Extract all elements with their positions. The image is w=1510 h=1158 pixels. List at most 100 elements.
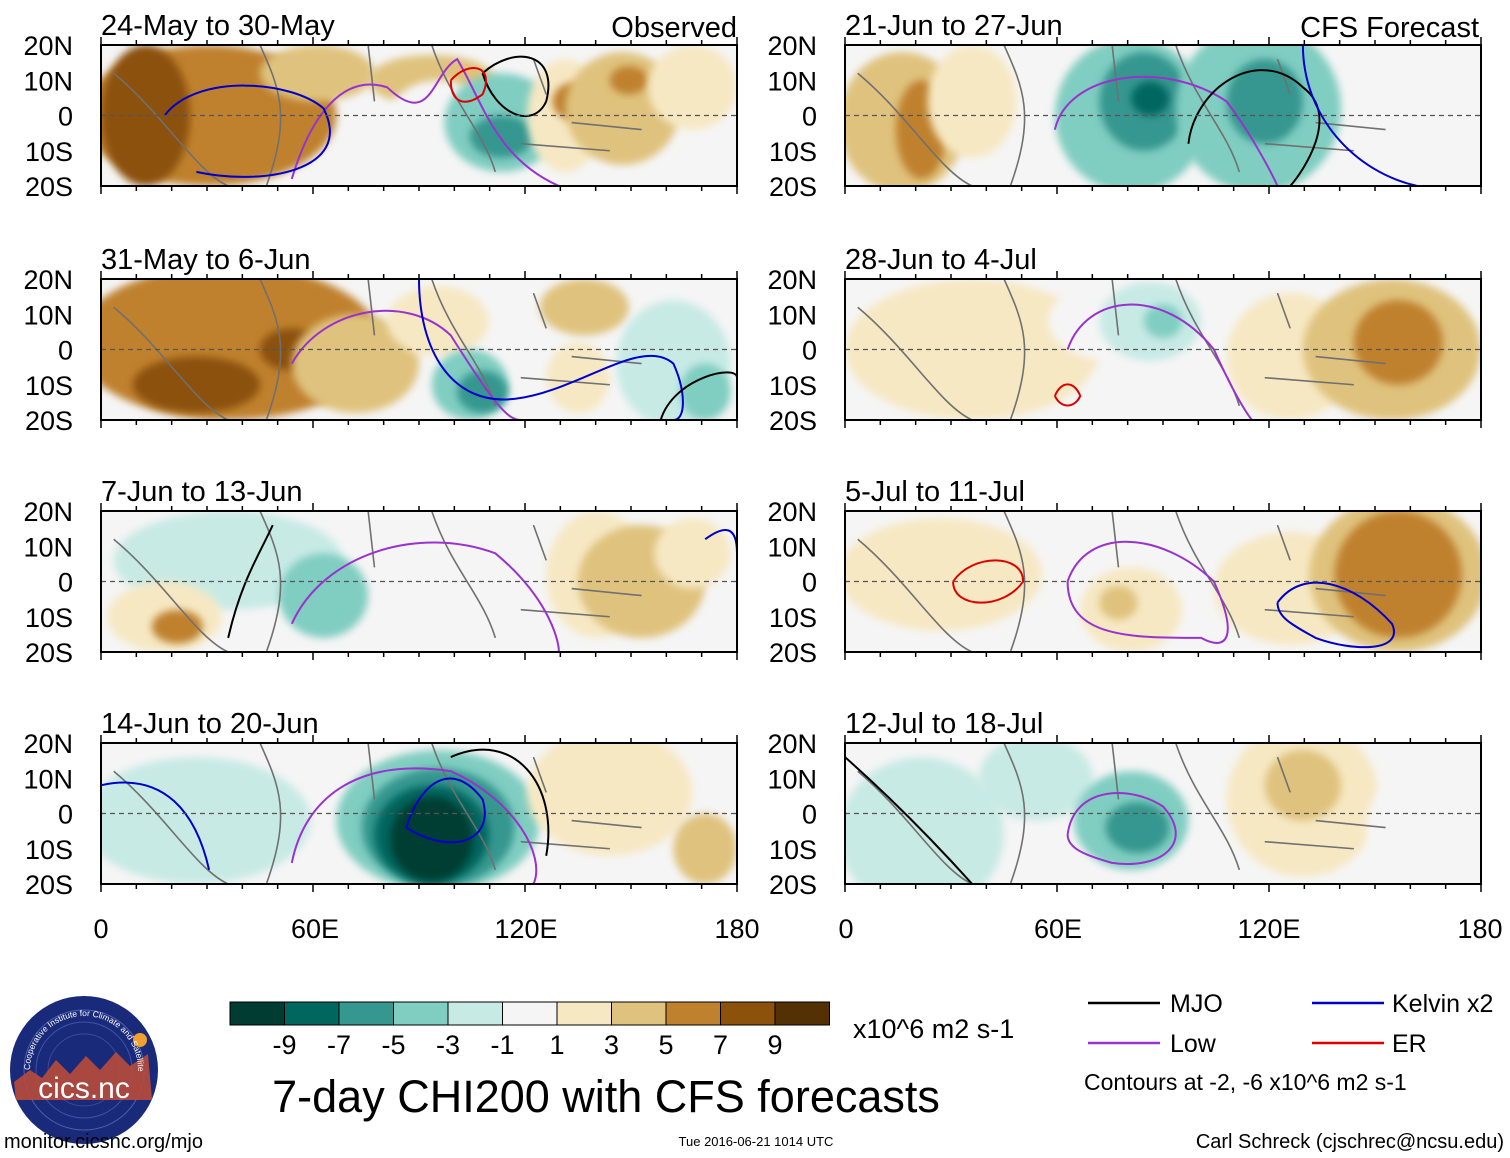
lat-label: 20S bbox=[25, 172, 73, 202]
contour-line bbox=[418, 279, 684, 420]
colorbar-label: -9 bbox=[272, 1030, 296, 1060]
colorbar-swatch bbox=[720, 1001, 776, 1026]
contour-line bbox=[290, 309, 521, 420]
forecast-label: CFS Forecast bbox=[1300, 12, 1479, 44]
lat-label: 20S bbox=[769, 406, 817, 436]
legend: MJO Kelvin x2 Low ER Contours at -2, -6 … bbox=[1084, 990, 1493, 1095]
lat-label: 0 bbox=[58, 800, 73, 830]
lat-label: 20S bbox=[769, 638, 817, 668]
lon-label: 180 bbox=[1457, 914, 1502, 944]
colorbar-swatch bbox=[556, 1001, 612, 1026]
lat-label: 10S bbox=[25, 835, 73, 865]
lat-label: 0 bbox=[802, 102, 817, 132]
lon-label: 60E bbox=[1034, 914, 1082, 944]
legend-label-mjo: MJO bbox=[1170, 990, 1223, 1018]
contour-line bbox=[227, 524, 274, 639]
lon-label: 120E bbox=[494, 914, 557, 944]
shading-region bbox=[539, 279, 629, 336]
contour-line bbox=[290, 767, 538, 884]
map-panel-fc-1: 21-Jun to 27-Jun 20N 10N 0 10S 20S bbox=[767, 10, 1482, 202]
coastline bbox=[857, 45, 1386, 186]
contour-line bbox=[449, 66, 487, 103]
shading-region bbox=[151, 609, 203, 644]
shading-region bbox=[101, 757, 311, 884]
lat-label: 10N bbox=[23, 66, 73, 96]
lat-label: 20N bbox=[767, 31, 817, 61]
lat-label: 10S bbox=[769, 137, 817, 167]
shading-region bbox=[654, 518, 731, 589]
shading-region bbox=[609, 66, 648, 95]
lat-label: 20N bbox=[23, 31, 73, 61]
colorbar-swatch bbox=[665, 1001, 721, 1026]
shading-region bbox=[845, 757, 1004, 884]
contour-line bbox=[405, 777, 486, 844]
shading-region bbox=[1143, 304, 1183, 339]
logo-text: cics.nc bbox=[38, 1072, 130, 1105]
lon-axis-left: 0 60E 120E 180 bbox=[93, 914, 759, 944]
contour-line bbox=[1066, 792, 1177, 865]
shading-region bbox=[546, 342, 610, 413]
lon-axis-right: 0 60E 120E 180 bbox=[838, 914, 1502, 944]
shading-region bbox=[1353, 45, 1481, 158]
lon-label: 180 bbox=[714, 914, 759, 944]
contour-note: Contours at -2, -6 x10^6 m2 s-1 bbox=[1084, 1069, 1407, 1095]
footer-left: monitor.cicsnc.org/mjo bbox=[4, 1131, 203, 1153]
colorbar-swatch bbox=[229, 1001, 285, 1026]
lat-label: 0 bbox=[802, 568, 817, 598]
shading-region bbox=[1131, 81, 1170, 116]
lon-label: 60E bbox=[291, 914, 339, 944]
contour-line bbox=[290, 57, 560, 186]
footer-center: Tue 2016-06-21 1014 UTC bbox=[679, 1134, 834, 1149]
map-panel-obs-4: 14-Jun to 20-Jun 20N 10N 0 10S 20S bbox=[23, 708, 738, 900]
map-panel-obs-2: 31-May to 6-Jun 20N 10N 0 10S 20S bbox=[23, 244, 738, 436]
colorbar-label: 7 bbox=[713, 1030, 728, 1060]
panel-title: 28-Jun to 4-Jul bbox=[845, 244, 1037, 276]
lon-label: 0 bbox=[93, 914, 108, 944]
coastline bbox=[857, 743, 1386, 884]
shading-region bbox=[1366, 771, 1469, 884]
lat-label: 0 bbox=[58, 336, 73, 366]
lat-label: 10N bbox=[767, 300, 817, 330]
lat-label: 0 bbox=[58, 568, 73, 598]
lat-label: 10S bbox=[769, 603, 817, 633]
coastline bbox=[113, 279, 642, 420]
lat-label: 0 bbox=[802, 336, 817, 366]
colorbar-label: 1 bbox=[549, 1030, 564, 1060]
lon-label: 120E bbox=[1237, 914, 1300, 944]
lat-label: 20N bbox=[767, 729, 817, 759]
lat-label: 10S bbox=[769, 835, 817, 865]
lat-label: 10S bbox=[25, 603, 73, 633]
panel-title: 12-Jul to 18-Jul bbox=[845, 708, 1043, 740]
lat-label: 10N bbox=[23, 532, 73, 562]
colorbar-swatch bbox=[611, 1001, 667, 1026]
figure-title: 7-day CHI200 with CFS forecasts bbox=[272, 1071, 940, 1122]
shading-region bbox=[845, 518, 1043, 631]
lat-label: 20S bbox=[25, 638, 73, 668]
lon-label: 0 bbox=[838, 914, 853, 944]
shading-region bbox=[279, 553, 369, 638]
colorbar-label: 9 bbox=[767, 1030, 782, 1060]
shading-region bbox=[1353, 300, 1443, 385]
shading-region bbox=[291, 314, 419, 413]
shading-region bbox=[101, 45, 191, 186]
contour-line bbox=[290, 541, 560, 652]
contour-line bbox=[1066, 540, 1229, 644]
contour-line bbox=[1187, 69, 1321, 186]
lat-label: 20N bbox=[23, 265, 73, 295]
colorbar-label: -7 bbox=[327, 1030, 351, 1060]
colorbar-swatch bbox=[502, 1001, 558, 1026]
legend-label-er: ER bbox=[1392, 1030, 1427, 1058]
contour-line bbox=[1053, 75, 1279, 186]
colorbar-swatch bbox=[774, 1001, 830, 1026]
coastline bbox=[857, 511, 1386, 652]
lat-label: 20S bbox=[769, 870, 817, 900]
contour-line bbox=[1053, 383, 1082, 407]
units-label: x10^6 m2 s-1 bbox=[853, 1014, 1014, 1044]
map-panel-fc-3: 5-Jul to 11-Jul 20N 10N 0 10S 20S bbox=[767, 476, 1482, 668]
lat-label: 20N bbox=[23, 729, 73, 759]
map-panel-obs-3: 7-Jun to 13-Jun 20N 10N 0 10S 20S bbox=[23, 476, 738, 668]
lat-label: 20S bbox=[25, 406, 73, 436]
contour-line bbox=[659, 371, 737, 420]
